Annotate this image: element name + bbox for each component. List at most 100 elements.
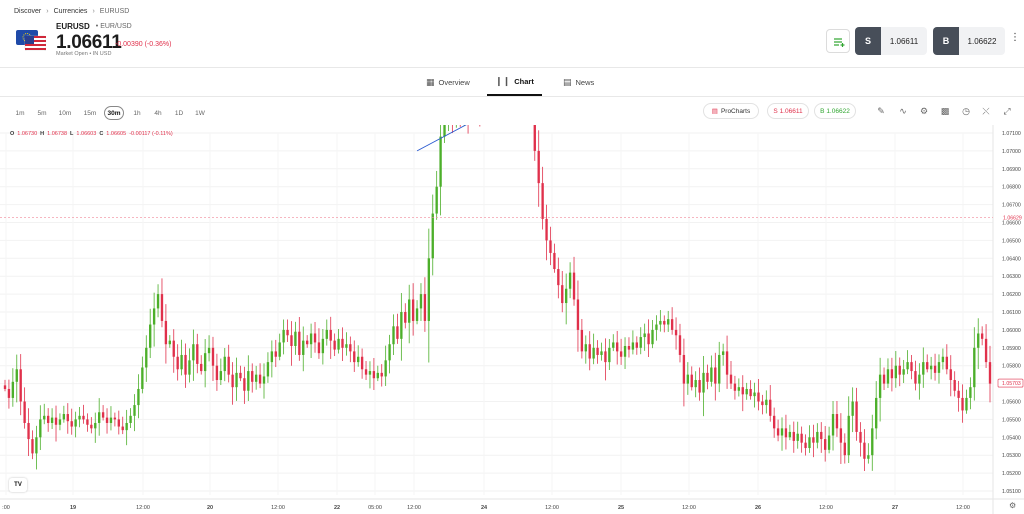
chart-type-icon[interactable]: ▩ <box>940 105 950 116</box>
candle <box>926 362 929 370</box>
candle <box>62 414 66 420</box>
candle <box>380 372 383 377</box>
candle <box>70 421 73 427</box>
x-tick-label: 12:00 <box>545 505 559 511</box>
candle <box>298 331 301 355</box>
procharts-button[interactable]: ▤ ProCharts <box>703 103 759 119</box>
ohlc-open: 1.06730 <box>17 131 38 137</box>
candle <box>164 320 168 345</box>
timeframe-1h[interactable]: 1h <box>133 109 141 117</box>
candle <box>133 405 136 416</box>
candle <box>408 299 411 323</box>
candle <box>294 331 297 347</box>
candle <box>431 213 434 259</box>
candle <box>215 365 219 381</box>
candle <box>914 371 917 384</box>
tab-overview[interactable]: ▦ Overview <box>426 76 470 87</box>
timeframe-1m[interactable]: 1m <box>15 109 25 117</box>
candle <box>419 294 423 309</box>
candle <box>616 342 619 352</box>
tab-chart[interactable]: ❙❙ Chart <box>487 68 542 96</box>
candle <box>168 340 171 345</box>
candle <box>851 401 854 416</box>
candle <box>427 258 431 321</box>
grid-icon: ▦ <box>426 76 435 87</box>
candle <box>109 417 113 423</box>
price-chart[interactable]: 1.07100 1.07000 1.06900 1.06800 1.06700 1.066… <box>0 125 1024 514</box>
sell-pill-button[interactable]: S 1.06611 <box>767 103 809 119</box>
y-tick-label: 1.05600 <box>1002 400 1021 406</box>
candle <box>812 437 815 443</box>
timeframe-1W[interactable]: 1W <box>195 109 205 117</box>
candle <box>568 272 572 289</box>
timeframe-1D[interactable]: 1D <box>174 109 184 117</box>
candle <box>670 319 674 330</box>
candle <box>27 422 30 440</box>
breadcrumb-currencies[interactable]: Currencies <box>53 8 88 15</box>
candle <box>674 329 678 336</box>
chevron-right-icon: › <box>46 8 49 15</box>
x-tick-label: 24 <box>481 505 488 511</box>
candle <box>702 372 705 393</box>
clock-icon[interactable]: ◷ <box>962 105 970 116</box>
breadcrumb-discover[interactable]: Discover <box>14 8 42 15</box>
timeframe-10m[interactable]: 10m <box>58 109 72 117</box>
candle <box>329 329 332 341</box>
tab-news[interactable]: ▤ News <box>563 76 595 87</box>
y-tick-label: 1.05400 <box>1002 435 1021 441</box>
candle <box>643 333 646 338</box>
instrument-pair: • EUR/USD <box>95 23 132 30</box>
settings-icon[interactable]: ⚙ <box>919 105 929 116</box>
candle <box>43 415 46 420</box>
candle <box>400 312 403 339</box>
candle <box>765 399 768 406</box>
y-tick-label: 1.05300 <box>1002 453 1021 459</box>
candle <box>667 319 670 325</box>
candle <box>411 299 415 321</box>
candle <box>592 347 595 359</box>
candle <box>886 369 890 384</box>
y-tick-label: 1.06700 <box>1002 203 1021 209</box>
candle <box>372 371 376 379</box>
ohlc-legend: O 1.06730 H 1.06738 L 1.06603 C 1.06605 -0.0… <box>10 131 173 137</box>
ohlc-change: -0.00117 (-0.11%) <box>129 131 173 137</box>
sell-button[interactable]: S 1.06611 <box>855 27 927 55</box>
watchlist-add-button[interactable] <box>826 29 850 53</box>
candle <box>435 186 438 214</box>
candle <box>686 374 690 384</box>
indicators-icon[interactable]: ∿ <box>899 105 907 116</box>
pencil-icon[interactable]: ✎ <box>877 105 885 116</box>
timeframe-4h[interactable]: 4h <box>154 109 162 117</box>
timeframe-5m[interactable]: 5m <box>37 109 47 117</box>
timeframe-15m[interactable]: 15m <box>83 109 97 117</box>
share-icon[interactable]: ⤬ <box>982 105 990 116</box>
candle <box>439 136 442 187</box>
candle <box>678 335 682 355</box>
buy-button[interactable]: B 1.06622 <box>933 27 1005 55</box>
more-options-icon[interactable]: ⋮ <box>1010 32 1020 43</box>
candle <box>125 422 128 431</box>
candle <box>50 417 54 423</box>
candle <box>757 392 760 402</box>
instrument-change: -0.00390 (-0.36%) <box>115 41 172 48</box>
candle <box>796 433 799 441</box>
candle <box>207 347 211 354</box>
y-tick-label: 1.06800 <box>1002 185 1021 191</box>
candle <box>619 351 623 357</box>
candle <box>137 388 140 406</box>
candle <box>360 356 364 370</box>
candle <box>302 340 305 355</box>
timeframe-30m[interactable]: 30m <box>104 106 124 120</box>
expand-icon[interactable]: ⤢ <box>1003 105 1011 116</box>
chart-settings-icon[interactable]: ⚙ <box>1009 501 1017 510</box>
candle <box>945 356 949 370</box>
buy-pill-button[interactable]: B 1.06622 <box>814 103 856 119</box>
candle <box>188 360 191 375</box>
ohlc-high: 1.06738 <box>47 131 68 137</box>
candle <box>145 347 148 368</box>
candle <box>117 419 120 427</box>
candle <box>929 365 933 370</box>
y-tick-label: 1.06400 <box>1002 256 1021 262</box>
candle <box>105 417 109 423</box>
candle <box>325 329 328 339</box>
